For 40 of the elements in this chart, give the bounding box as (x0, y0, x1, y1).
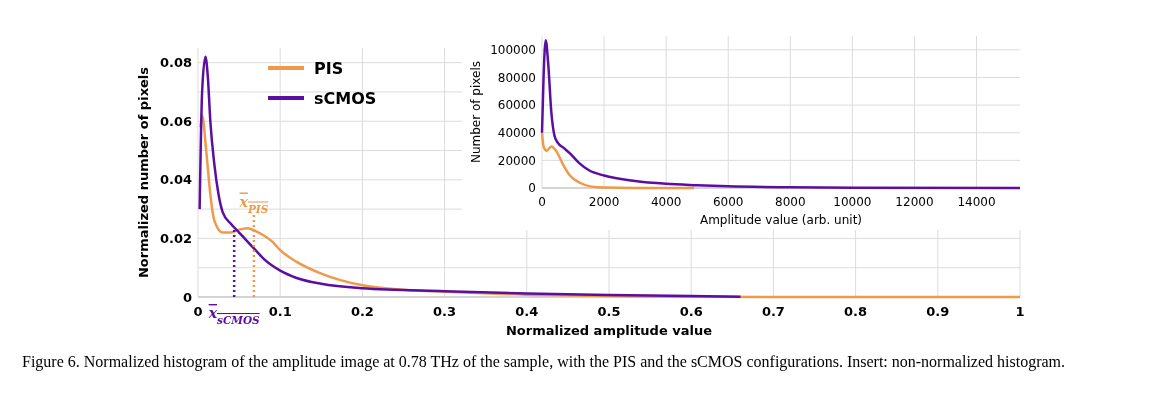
x-tick-label: 0.2 (350, 304, 374, 319)
x-tick-label: 0 (193, 304, 203, 319)
x-tick-label: 2000 (588, 195, 620, 209)
y-tick-label: 80000 (497, 70, 536, 85)
y-tick-label: 0.08 (159, 55, 192, 71)
x-axis-title: Amplitude value (arb. unit) (699, 213, 863, 227)
x-tick-label: 14000 (957, 195, 996, 209)
y-axis-title: Number of pixels (469, 60, 483, 164)
x-tick-label: 8000 (775, 195, 806, 209)
x-tick-label: 1 (1015, 304, 1025, 319)
y-tick-label: 40000 (497, 125, 536, 140)
x-tick-label: 0.7 (761, 304, 785, 319)
x-tick-label: 0.4 (515, 304, 539, 319)
y-axis-title: Normalized number of pixels (136, 66, 151, 279)
y-tick-label: 0 (182, 289, 192, 305)
ref-line-label: x$_{sCMOS}$ (207, 305, 261, 326)
x-tick-label: 0.1 (268, 304, 292, 319)
y-tick-label: 0 (528, 181, 536, 196)
caption: Figure 6. Normalized histogram of the amplitude image at 0.78 THz of the sample, with the PIS and the sCMOS configurations. Insert: non-normalized histogram. (21, 352, 1067, 373)
x-tick-label: 0.6 (679, 304, 703, 319)
x-tick-label: 0.9 (926, 304, 950, 319)
legend-label: sCMOS (314, 88, 377, 108)
y-tick-label: 20000 (497, 153, 536, 168)
y-tick-label: 100000 (490, 43, 536, 58)
y-tick-label: 0.06 (159, 113, 192, 129)
y-tick-label: 60000 (497, 98, 536, 113)
x-tick-label: 0.8 (844, 304, 868, 319)
x-tick-label: 4000 (650, 195, 682, 209)
x-tick-label: 6000 (712, 195, 744, 209)
x-tick-label: 0.5 (597, 304, 621, 319)
x-tick-label: 0 (538, 195, 546, 209)
legend-label: PIS (314, 58, 344, 78)
x-axis-title: Normalized amplitude value (505, 323, 713, 338)
x-tick-label: 10000 (833, 195, 872, 209)
line-series (540, 131, 696, 190)
ref-line-label: x$_{PIS}$ (238, 193, 269, 215)
x-tick-label: 0.3 (433, 304, 457, 319)
x-tick-label: 12000 (895, 195, 934, 209)
y-tick-label: 0.04 (159, 172, 192, 188)
y-tick-label: 0.02 (159, 230, 192, 246)
